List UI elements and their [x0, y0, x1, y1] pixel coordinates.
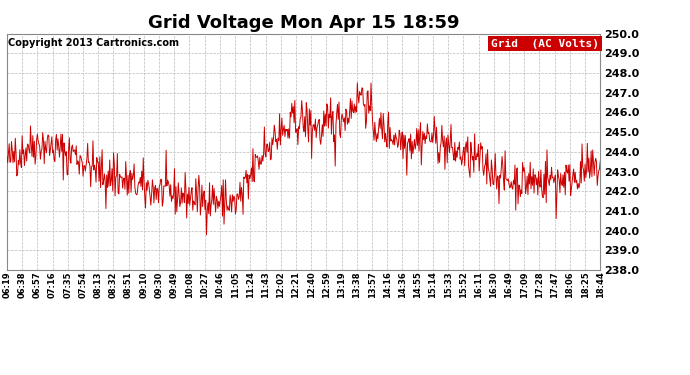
- Title: Grid Voltage Mon Apr 15 18:59: Grid Voltage Mon Apr 15 18:59: [148, 14, 460, 32]
- Text: Grid  (AC Volts): Grid (AC Volts): [491, 39, 599, 48]
- Text: Copyright 2013 Cartronics.com: Copyright 2013 Cartronics.com: [8, 39, 179, 48]
